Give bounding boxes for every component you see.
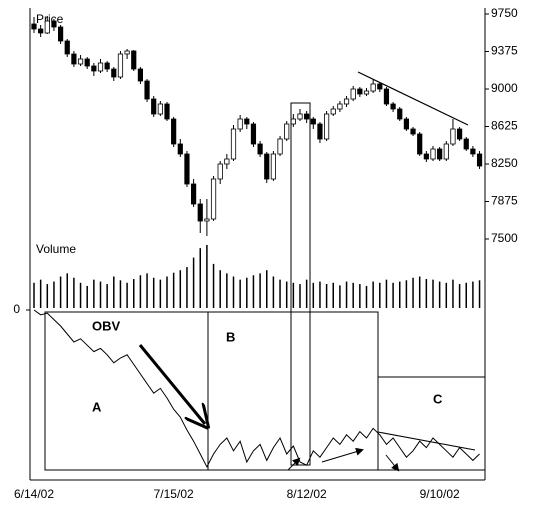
candle-body (470, 148, 476, 155)
candle-body (91, 65, 97, 72)
obv-line (33, 309, 480, 468)
y-tick-label: 9000 (491, 81, 518, 95)
candle-body (370, 83, 376, 92)
candle-body (423, 153, 429, 160)
x-tick-label: 9/10/02 (420, 487, 460, 501)
candle-body (310, 118, 316, 125)
panel-label: Price (36, 12, 64, 26)
candle-body (137, 68, 143, 82)
candle-body (264, 153, 270, 180)
candle-body (58, 26, 64, 42)
candle-body (410, 128, 416, 135)
candle-body (304, 113, 310, 120)
y-tick-label: 0 (13, 302, 20, 316)
price-trendline (357, 71, 469, 126)
annotation: OBV (92, 318, 121, 333)
candle-body (337, 103, 343, 110)
candle-body (284, 123, 290, 140)
candle-body (330, 108, 336, 115)
x-tick-label: 6/14/02 (14, 487, 54, 501)
candle-body (171, 118, 177, 145)
candle-body (323, 113, 330, 140)
candle-body (390, 103, 396, 110)
candle-body (357, 88, 363, 95)
candle-body (443, 143, 449, 160)
panel-label: Volume (36, 242, 76, 256)
candle-body (257, 143, 263, 155)
annotation: A (92, 399, 102, 414)
candle-body (164, 103, 170, 120)
candle-body (350, 88, 356, 100)
candle-body (377, 83, 383, 90)
candle-body (44, 20, 50, 34)
candle-body (290, 118, 296, 125)
candle-body (64, 40, 70, 55)
candle-body (476, 153, 483, 167)
candle-body (463, 138, 469, 150)
candle-body (217, 163, 223, 180)
candle-body (190, 183, 197, 205)
candle-body (270, 153, 277, 180)
candle-body (38, 28, 44, 34)
candle-body (97, 62, 104, 72)
y-tick-label: 9375 (491, 44, 518, 58)
candle-body (237, 118, 243, 130)
candle-body (151, 98, 157, 115)
candle-body (224, 158, 230, 165)
obv-trendline (377, 431, 476, 451)
candle-body (430, 148, 436, 160)
arrow (385, 454, 400, 472)
candle-body (111, 68, 117, 78)
candle-body (31, 23, 37, 30)
candle-body (77, 58, 84, 65)
candle-body (51, 20, 57, 28)
candle-body (210, 178, 217, 220)
y-tick-label: 7500 (491, 231, 518, 245)
candle-body (363, 90, 370, 95)
candle-body (84, 58, 90, 67)
candle-body (343, 98, 350, 105)
candle-body (131, 50, 137, 70)
y-tick-label: 9750 (491, 6, 518, 20)
candle-body (104, 62, 110, 70)
annotation: B (226, 329, 235, 344)
annotation: C (433, 391, 443, 406)
candle-body (124, 50, 130, 55)
candle-body (397, 108, 403, 120)
candle-body (144, 80, 150, 100)
candle-body (417, 133, 423, 155)
candle-body (317, 123, 323, 140)
candle-body (250, 123, 257, 145)
x-tick-label: 8/12/02 (287, 487, 327, 501)
candle-body (177, 143, 183, 155)
candle-body (403, 118, 410, 130)
candle-body (117, 53, 124, 78)
candle-body (157, 103, 163, 115)
candle-body (244, 118, 250, 125)
candle-body (197, 203, 203, 222)
arrow (138, 344, 205, 424)
highlight-box (290, 102, 311, 466)
arrow (321, 447, 364, 463)
candle-body (71, 53, 77, 65)
candle-body (230, 128, 237, 160)
candle-body (383, 88, 390, 105)
candle-body (297, 113, 303, 120)
candle-body (277, 138, 283, 155)
box-c (377, 376, 486, 471)
candle-body (450, 128, 456, 145)
candle-body (437, 148, 443, 160)
y-tick-label: 8250 (491, 156, 518, 170)
x-tick-label: 7/15/02 (154, 487, 194, 501)
y-tick-label: 8625 (491, 119, 518, 133)
y-tick-label: 7875 (491, 194, 518, 208)
candle-body (204, 218, 210, 222)
candle-body (184, 153, 190, 185)
candle-body (456, 128, 463, 140)
arrow (287, 457, 301, 471)
